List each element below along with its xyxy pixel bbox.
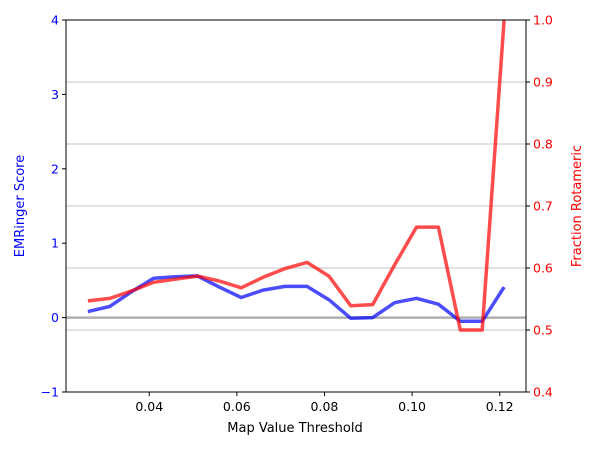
left-y-axis-label: EMRinger Score <box>13 155 28 257</box>
left-y-tick-label-4: 3 <box>51 87 59 102</box>
right-y-tick-label-6: 1.0 <box>533 13 553 28</box>
left-y-tick-label-3: 2 <box>51 161 59 176</box>
x-tick-label-0: 0.04 <box>135 399 163 414</box>
x-tick-label-4: 0.12 <box>486 399 514 414</box>
x-tick-label-3: 0.10 <box>398 399 426 414</box>
x-axis: 0.04 0.06 0.08 0.10 0.12 <box>135 392 514 414</box>
left-y-tick-label-2: 1 <box>51 236 59 251</box>
series-lines <box>87 19 506 332</box>
right-y-tick-label-5: 0.9 <box>533 75 553 90</box>
emringer-score-line <box>87 274 506 324</box>
left-y-axis: −1 0 1 2 3 4 <box>41 13 66 400</box>
right-y-tick-label-3: 0.7 <box>533 199 553 214</box>
left-y-tick-label-0: −1 <box>41 385 59 400</box>
x-tick-label-1: 0.06 <box>223 399 251 414</box>
gridlines <box>66 19 526 393</box>
right-y-axis-label: Fraction Rotameric <box>570 145 585 267</box>
right-y-axis: 0.4 0.5 0.6 0.7 0.8 0.9 1.0 <box>526 13 553 400</box>
right-y-tick-label-1: 0.5 <box>533 323 553 338</box>
left-y-tick-label-5: 4 <box>51 13 59 28</box>
fraction-rotameric-line <box>87 19 506 332</box>
x-axis-label: Map Value Threshold <box>227 421 362 436</box>
right-y-tick-label-4: 0.8 <box>533 137 553 152</box>
right-y-tick-label-0: 0.4 <box>533 385 553 400</box>
x-tick-label-2: 0.08 <box>311 399 339 414</box>
left-y-tick-label-1: 0 <box>51 310 59 325</box>
right-y-tick-label-2: 0.6 <box>533 261 553 276</box>
